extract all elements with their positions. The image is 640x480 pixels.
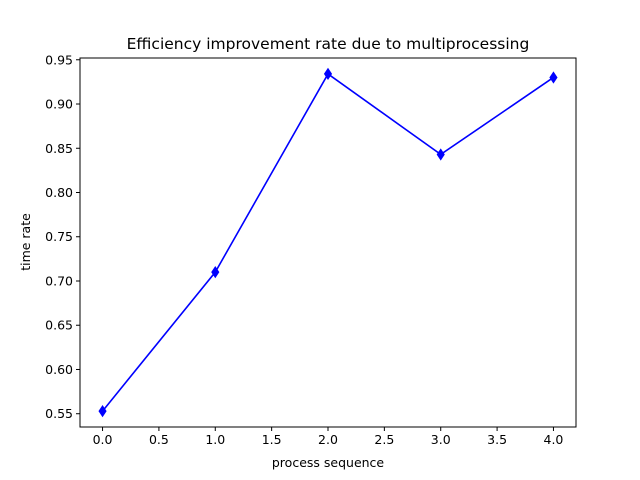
x-tick-label: 0.0 xyxy=(93,432,113,447)
chart-title: Efficiency improvement rate due to multi… xyxy=(127,35,530,53)
x-tick-label: 3.5 xyxy=(487,432,507,447)
y-tick-label: 0.55 xyxy=(45,406,73,421)
x-tick-label: 2.0 xyxy=(318,432,338,447)
x-tick-label: 1.0 xyxy=(205,432,225,447)
axis-ticks: 0.0 0.5 1.0 1.5 2.0 2.5 3.0 3.5 4.0 0.55 0.60 0.65 0… xyxy=(45,52,563,447)
x-tick-label: 3.0 xyxy=(431,432,451,447)
y-tick-label: 0.60 xyxy=(45,362,73,377)
y-axis-label: time rate xyxy=(18,213,33,271)
x-tick-label: 2.5 xyxy=(374,432,394,447)
y-tick-label: 0.80 xyxy=(45,185,73,200)
plot-area xyxy=(98,67,558,418)
x-tick-label: 4.0 xyxy=(544,432,564,447)
x-axis-label: process sequence xyxy=(272,455,385,470)
data-point-marker xyxy=(323,67,333,81)
y-tick-label: 0.85 xyxy=(45,141,73,156)
x-tick-label: 0.5 xyxy=(149,432,169,447)
y-tick-label: 0.95 xyxy=(45,52,73,67)
data-point-marker xyxy=(211,266,220,279)
y-tick-label: 0.90 xyxy=(45,97,73,112)
y-tick-label: 0.75 xyxy=(45,229,73,244)
data-point-marker xyxy=(436,148,445,161)
y-tick-label: 0.70 xyxy=(45,273,73,288)
data-point-marker xyxy=(98,404,107,418)
x-tick-label: 1.5 xyxy=(262,432,282,447)
data-point-marker xyxy=(549,71,558,84)
y-tick-label: 0.65 xyxy=(45,318,73,333)
